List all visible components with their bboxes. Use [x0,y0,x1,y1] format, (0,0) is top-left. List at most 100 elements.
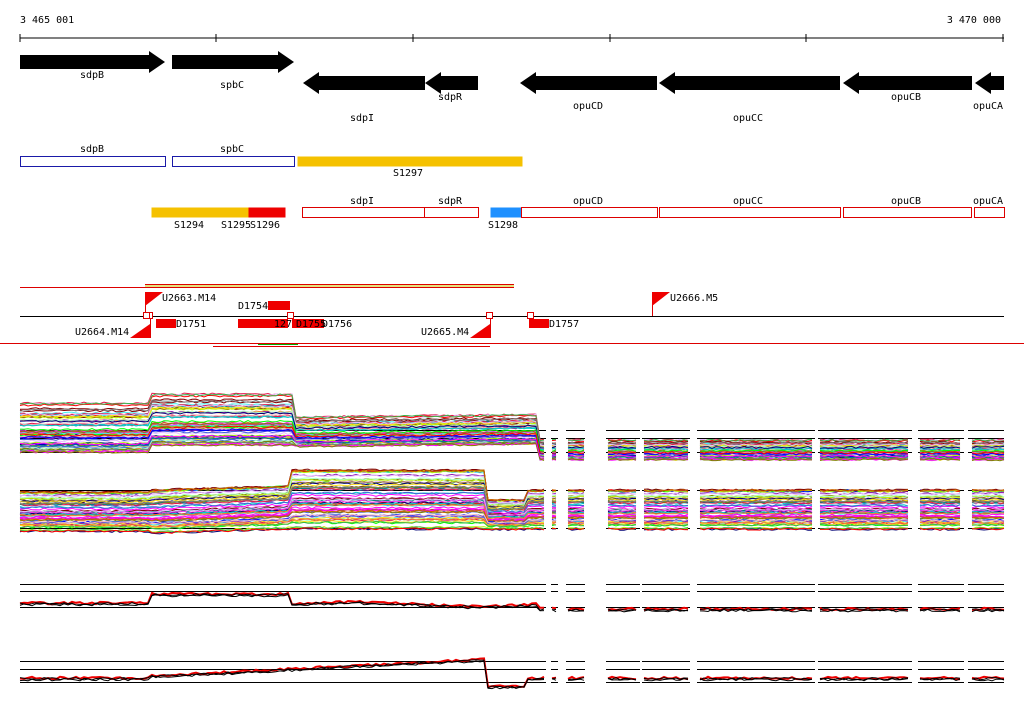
profile-line [19,594,1005,613]
segment-label: S1294 [174,220,204,231]
ruler-end-label: 3 470 000 [947,15,1001,26]
d-box [156,319,176,328]
data-gap [585,392,606,462]
data-gap [964,656,968,690]
gene-label: sdpI [350,113,374,124]
terminator-marker [486,312,493,319]
ruler-start-label: 3 465 001 [20,15,74,26]
segment-box [843,207,972,218]
segment-box [20,156,166,167]
gene-arrow-opuCA [975,72,1004,94]
segment-box [302,207,425,218]
feature-marker [527,312,534,319]
data-gap [546,470,551,540]
segment-box [151,207,224,218]
profile-line [19,419,1005,453]
data-gap [546,580,551,616]
d-box [238,319,288,328]
segment-label: S1298 [488,220,518,231]
profile-line [19,425,1005,455]
gene-track: sdpB spbC sdpI sdpR opuCD opuCC opuCB opuCA [20,51,1004,124]
segment-label: sdpI [350,196,374,207]
gene-arrow-sdpR [425,72,478,94]
promoter-label: U2663.M14 [162,293,216,304]
data-gap [912,470,918,540]
profile-line [19,491,1005,513]
feature-marker [287,312,294,319]
profile-line [19,506,1005,521]
segment-box [424,207,479,218]
promoter-flag [145,292,163,306]
profile-line [19,485,1005,511]
data-gap [815,656,818,690]
feature-track: U2663.M14 U2666.M5 U2664.M14 U2665.M4 D1754 D… [0,284,1024,347]
data-gap [815,392,818,462]
data-gap [690,580,697,616]
segment-label: S1297 [393,168,423,179]
gene-arrow-sdpI [303,72,425,94]
d-box-label: 127 [274,319,292,330]
profile-line [19,660,1005,690]
coordinate-ruler: 3 465 001 3 470 000 [19,15,1004,42]
terminator-flag [130,324,150,338]
data-gap [964,580,968,616]
d-box-label: D1754 [238,301,268,312]
data-gap [640,470,642,540]
segment-track-upper: sdpB spbC S1297 [20,144,523,179]
data-gap [964,392,968,462]
profile-line [19,513,1005,525]
profile-line [19,434,1005,458]
data-gap [640,656,642,690]
segment-box [974,207,1005,218]
data-gap [912,580,918,616]
d-box-label: D1755 [296,319,326,330]
segment-label: opuCA [973,196,1003,207]
profile-line [19,483,1005,509]
gene-arrow-spbC [172,51,294,73]
profile-line [19,520,1005,530]
profile-line [20,399,1005,445]
data-gap [558,656,566,690]
data-gap [640,392,642,462]
expression-panel-2 [19,468,1005,540]
segment-label: S1296 [250,220,280,231]
gene-label: spbC [220,80,244,91]
segment-box [172,156,295,167]
data-gap [558,470,566,540]
data-gap [690,392,697,462]
expression-panel-3 [19,580,1005,616]
gene-label: sdpR [438,92,463,103]
profile-line [19,474,1005,505]
segment-box [659,207,841,218]
terminator-label: U2664.M14 [75,327,129,338]
data-gap [585,656,606,690]
data-gap [558,580,566,616]
segment-box [521,207,658,218]
data-gap [815,580,818,616]
data-gap [912,392,918,462]
segment-label: sdpB [80,144,104,155]
profile-line [19,659,1005,689]
profile-line [20,469,1005,502]
profile-line [19,411,1005,449]
data-gap [690,656,697,690]
profile-line [19,527,1005,534]
expression-panel-1 [19,392,1005,462]
data-gap [585,580,606,616]
profile-line [19,442,1005,462]
data-gap [546,392,551,462]
expression-panel-4 [19,656,1005,690]
d-box-label: D1757 [549,319,579,330]
gene-label: opuCC [733,113,763,124]
promoter-flag [652,292,670,306]
segment-label: spbC [220,144,244,155]
segment-label: sdpR [438,196,463,207]
d-box-label: D1756 [322,319,352,330]
data-gap [815,470,818,540]
promoter-label: U2666.M5 [670,293,718,304]
segment-box [297,156,523,167]
d-box [529,319,549,328]
gene-label: opuCD [573,101,603,112]
